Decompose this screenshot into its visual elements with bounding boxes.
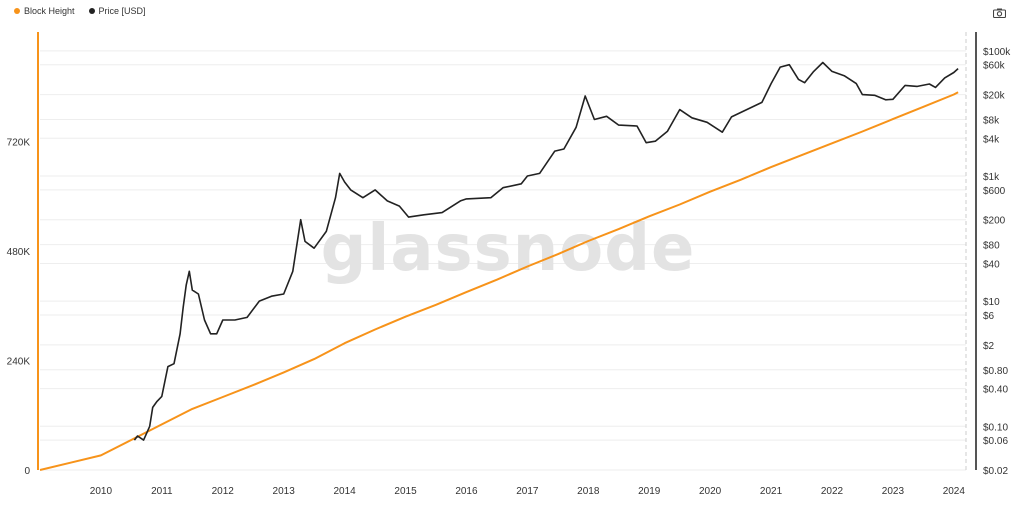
price-line (133, 61, 959, 441)
x-tick-label: 2012 (212, 486, 235, 497)
legend-label: Block Height (24, 6, 75, 16)
y-right-tick-label: $0.10 (983, 422, 1008, 433)
legend-item-block-height[interactable]: Block Height (14, 6, 75, 16)
y-right-tick-label: $60k (983, 61, 1006, 72)
x-tick-label: 2018 (577, 486, 600, 497)
y-left-tick-label: 720K (7, 138, 31, 149)
y-right-tick-label: $600 (983, 186, 1006, 197)
x-tick-label: 2024 (943, 486, 966, 497)
x-tick-label: 2011 (151, 486, 173, 497)
x-tick-label: 2014 (333, 486, 356, 497)
x-tick-label: 2020 (699, 486, 722, 497)
y-right-tick-label: $1k (983, 172, 1000, 183)
legend: Block Height Price [USD] (14, 6, 146, 16)
block-height-dot-icon (14, 8, 20, 14)
y-right-tick-label: $200 (983, 216, 1006, 227)
x-tick-label: 2016 (455, 486, 478, 497)
x-tick-label: 2023 (882, 486, 905, 497)
y-right-tick-label: $4k (983, 134, 1000, 145)
series-layer (39, 61, 959, 471)
tick-labels: 2010 2011 2012 2013 2014 2015 2016 2017 2018 2019… (7, 47, 1012, 497)
y-left-tick-label: 0 (24, 466, 30, 477)
x-tick-label: 2010 (90, 486, 113, 497)
y-right-tick-label: $0.02 (983, 466, 1008, 477)
y-right-tick-label: $0.06 (983, 436, 1008, 447)
camera-icon[interactable] (993, 8, 1006, 18)
y-right-tick-label: $2 (983, 341, 995, 352)
y-right-tick-label: $6 (983, 311, 995, 322)
y-right-tick-label: $8k (983, 115, 1000, 126)
legend-item-price[interactable]: Price [USD] (88, 6, 146, 16)
x-tick-label: 2019 (638, 486, 661, 497)
y-right-tick-label: $0.40 (983, 385, 1008, 396)
y-right-tick-label: $80 (983, 241, 1000, 252)
x-tick-label: 2017 (516, 486, 539, 497)
x-tick-label: 2015 (394, 486, 417, 497)
y-right-tick-label: $100k (983, 47, 1011, 58)
price-dot-icon (88, 8, 95, 14)
y-right-tick-label: $0.80 (983, 366, 1008, 377)
y-left-tick-label: 480K (7, 247, 31, 258)
grid (40, 50, 966, 471)
legend-label: Price [USD] (98, 6, 146, 16)
y-right-tick-label: $10 (983, 297, 1000, 308)
y-right-tick-label: $20k (983, 91, 1006, 102)
block-height-line (39, 91, 959, 471)
y-left-tick-label: 240K (7, 357, 31, 368)
x-tick-label: 2013 (273, 486, 296, 497)
y-right-tick-label: $40 (983, 259, 1000, 270)
x-tick-label: 2022 (821, 486, 844, 497)
x-tick-label: 2021 (760, 486, 783, 497)
